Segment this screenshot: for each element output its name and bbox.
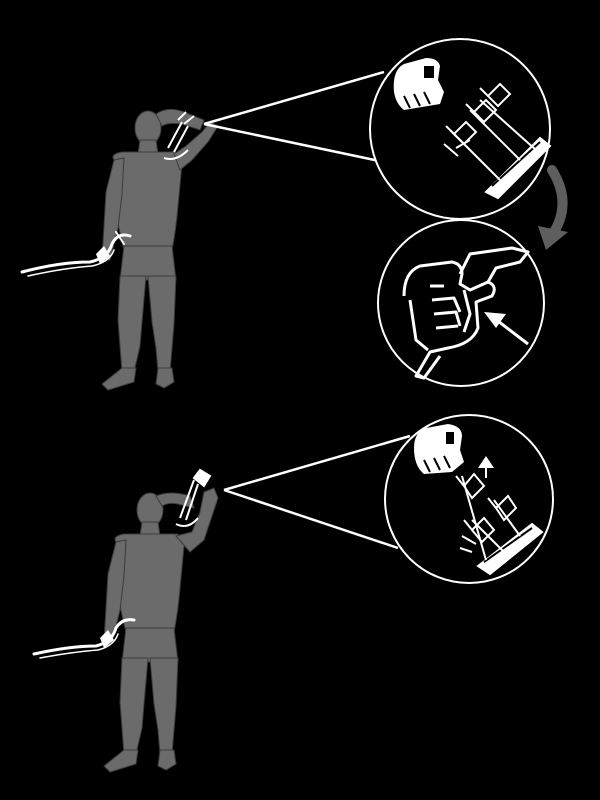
quiver-bottom	[175, 468, 212, 527]
zoom-lines-top	[203, 70, 385, 164]
zoom-circle-top	[369, 38, 552, 220]
zoom-circle-middle	[377, 219, 545, 387]
bow-bottom	[32, 618, 136, 659]
pointer-arrow-icon	[484, 312, 529, 346]
archer-bottom-figure	[103, 487, 219, 773]
quiver-arrows-icon	[443, 82, 552, 200]
zoom-circle-bottom	[384, 414, 554, 584]
archer-top-figure	[101, 108, 219, 391]
hand-gripping-tab-icon	[402, 246, 530, 380]
hand-at-quiver-icon	[393, 58, 444, 110]
bow-top	[20, 231, 132, 277]
hand-pulling-arrow-icon	[414, 424, 464, 474]
zoom-lines-bottom	[223, 434, 411, 550]
quiver-arrows-bottom-icon	[455, 472, 544, 576]
transition-arrow-icon	[538, 165, 568, 250]
quiver-top	[163, 111, 195, 160]
pull-up-arrow-icon	[478, 456, 494, 478]
